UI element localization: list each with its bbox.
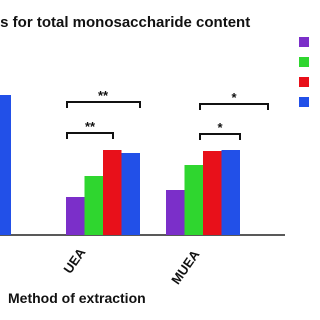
bar: [221, 150, 240, 235]
annotation: **: [85, 119, 96, 134]
bar: [121, 153, 140, 235]
x-tick-label: UEA: [60, 245, 88, 277]
x-tick-label: MUEA: [168, 247, 203, 287]
annotation: *: [217, 120, 223, 135]
x-axis-label: Method of extraction: [8, 290, 146, 306]
bar: [203, 151, 222, 235]
bar: [166, 190, 185, 235]
legend-swatch: [299, 77, 309, 87]
bar: [0, 95, 11, 235]
bar: [184, 165, 203, 235]
bar: [66, 197, 85, 235]
bar: [84, 176, 103, 235]
legend-swatch: [299, 57, 309, 67]
chart-title: is for total monosaccharide content: [0, 14, 250, 31]
annotation: *: [231, 90, 237, 105]
legend-swatch: [299, 37, 309, 47]
significance-brackets: [66, 101, 269, 140]
annotation: **: [98, 88, 109, 103]
legend-swatch: [299, 97, 309, 107]
bar: [103, 150, 122, 235]
